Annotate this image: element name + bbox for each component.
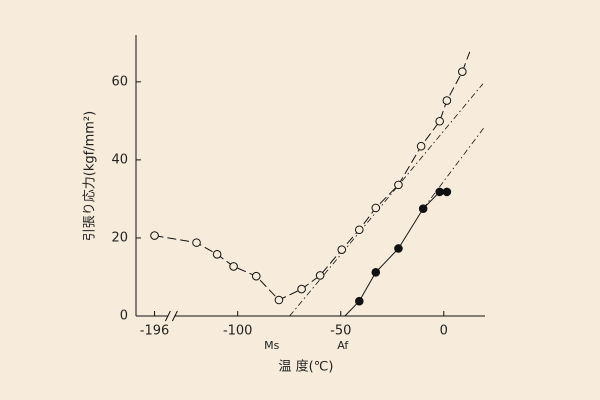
guide-line (422, 126, 486, 209)
point (150, 231, 159, 240)
x-axis-label: 温 度(℃) (279, 359, 334, 375)
point (315, 271, 325, 280)
annotation: Ms (264, 339, 279, 352)
axis-break-gap (168, 311, 175, 321)
point (442, 96, 452, 105)
point (442, 187, 452, 197)
x-tick-label: -196 (140, 324, 170, 339)
point (274, 295, 284, 305)
series-line (154, 71, 463, 301)
annotation: Af (337, 339, 349, 352)
point (192, 238, 201, 247)
x-tick-label: -100 (223, 324, 253, 339)
point (251, 271, 261, 281)
y-tick-label: 20 (111, 230, 128, 245)
point (297, 284, 306, 294)
y-tick-label: 0 (120, 309, 128, 324)
y-axis-label: 引張り応力(kgf/mm²) (83, 111, 98, 241)
point (337, 245, 347, 254)
x-tick-label: 0 (440, 324, 448, 339)
y-tick-label: 60 (111, 74, 128, 89)
point (435, 116, 444, 126)
point (354, 296, 364, 306)
x-tick-label: -50 (330, 324, 351, 339)
point (229, 262, 238, 271)
point (435, 187, 444, 197)
point (416, 141, 426, 151)
point (371, 203, 381, 213)
point (354, 225, 364, 235)
point (212, 250, 222, 259)
point (394, 180, 403, 190)
axis-break (164, 310, 178, 322)
point (371, 267, 381, 277)
point (458, 67, 467, 76)
y-tick-label: 40 (111, 152, 128, 167)
point (418, 204, 428, 213)
point (394, 244, 403, 253)
